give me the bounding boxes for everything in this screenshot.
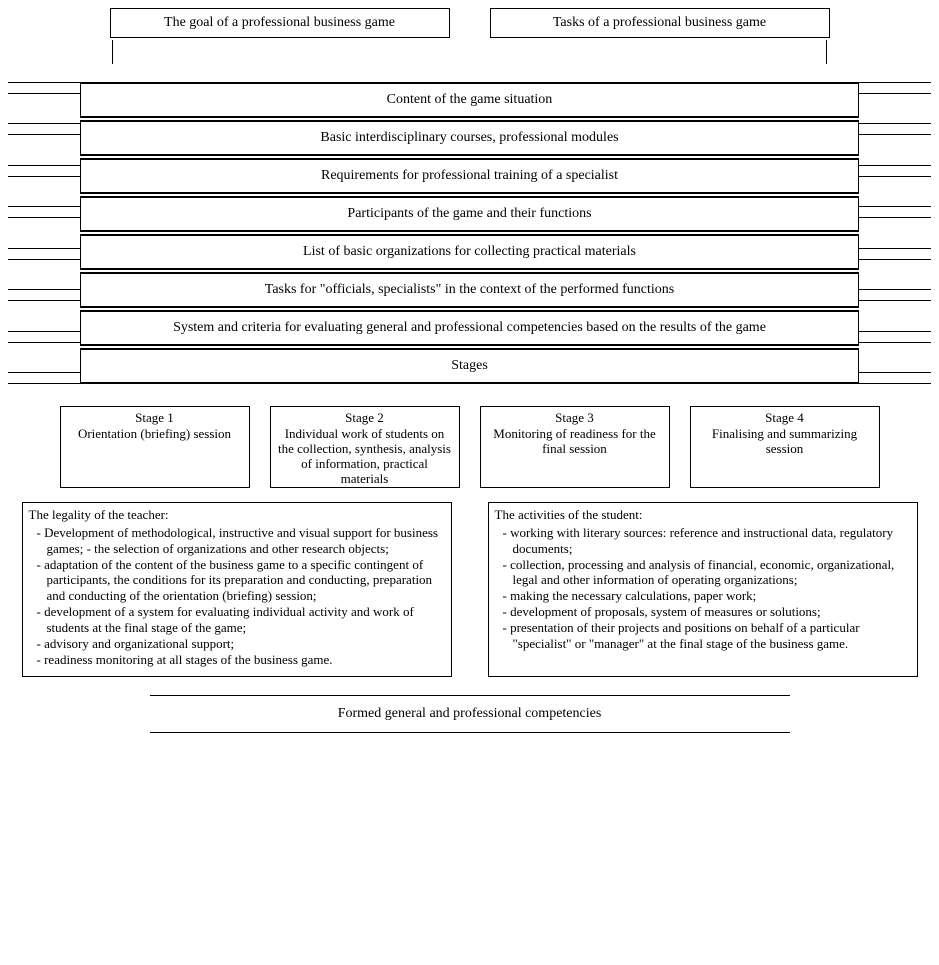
mid-row: Requirements for professional training o… — [80, 158, 859, 194]
list-item: working with literary sources: reference… — [495, 525, 911, 557]
stage-title: Stage 1 — [67, 411, 243, 426]
mid-row: System and criteria for evaluating gener… — [80, 310, 859, 346]
top-connector — [8, 46, 931, 64]
mid-row-stages: Stages — [80, 348, 859, 384]
mid-row: Participants of the game and their funct… — [80, 196, 859, 232]
teacher-heading: The legality of the teacher: — [29, 507, 445, 523]
stage-title: Stage 3 — [487, 411, 663, 426]
teacher-list: Development of methodological, instructi… — [29, 525, 445, 668]
list-item: development of proposals, system of meas… — [495, 604, 911, 620]
list-item: Development of methodological, instructi… — [29, 525, 445, 557]
stage-body: Monitoring of readiness for the final se… — [493, 426, 655, 456]
stage-4-box: Stage 4 Finalising and summarizing sessi… — [690, 406, 880, 488]
list-item: collection, processing and analysis of f… — [495, 557, 911, 589]
teacher-panel: The legality of the teacher: Development… — [22, 502, 452, 677]
stage-body: Individual work of students on the colle… — [278, 426, 451, 486]
student-heading: The activities of the student: — [495, 507, 911, 523]
right-ticks — [859, 82, 931, 384]
stage-body: Orientation (briefing) session — [78, 426, 231, 441]
list-item: readiness monitoring at all stages of th… — [29, 652, 445, 668]
student-panel: The activities of the student: working w… — [488, 502, 918, 677]
left-ticks — [8, 82, 80, 384]
mid-row: Tasks for "officials, specialists" in th… — [80, 272, 859, 308]
tasks-box: Tasks of a professional business game — [490, 8, 830, 38]
list-item: advisory and organizational support; — [29, 636, 445, 652]
top-header-row: The goal of a professional business game… — [8, 8, 931, 38]
activities-row: The legality of the teacher: Development… — [8, 502, 931, 677]
goal-box: The goal of a professional business game — [110, 8, 450, 38]
list-item: development of a system for evaluating i… — [29, 604, 445, 636]
bottom-competencies-bar: Formed general and professional competen… — [150, 695, 790, 733]
stage-title: Stage 2 — [277, 411, 453, 426]
middle-stack: Content of the game situation Basic inte… — [80, 82, 859, 384]
student-list: working with literary sources: reference… — [495, 525, 911, 652]
mid-row: Basic interdisciplinary courses, profess… — [80, 120, 859, 156]
mid-row: Content of the game situation — [80, 82, 859, 118]
stage-title: Stage 4 — [697, 411, 873, 426]
middle-block: Content of the game situation Basic inte… — [8, 82, 931, 384]
stage-3-box: Stage 3 Monitoring of readiness for the … — [480, 406, 670, 488]
list-item: making the necessary calculations, paper… — [495, 588, 911, 604]
stage-body: Finalising and summarizing session — [712, 426, 857, 456]
mid-row: List of basic organizations for collecti… — [80, 234, 859, 270]
list-item: presentation of their projects and posit… — [495, 620, 911, 652]
stage-2-box: Stage 2 Individual work of students on t… — [270, 406, 460, 488]
stage-1-box: Stage 1 Orientation (briefing) session — [60, 406, 250, 488]
list-item: adaptation of the content of the busines… — [29, 557, 445, 605]
stages-row: Stage 1 Orientation (briefing) session S… — [8, 406, 931, 488]
